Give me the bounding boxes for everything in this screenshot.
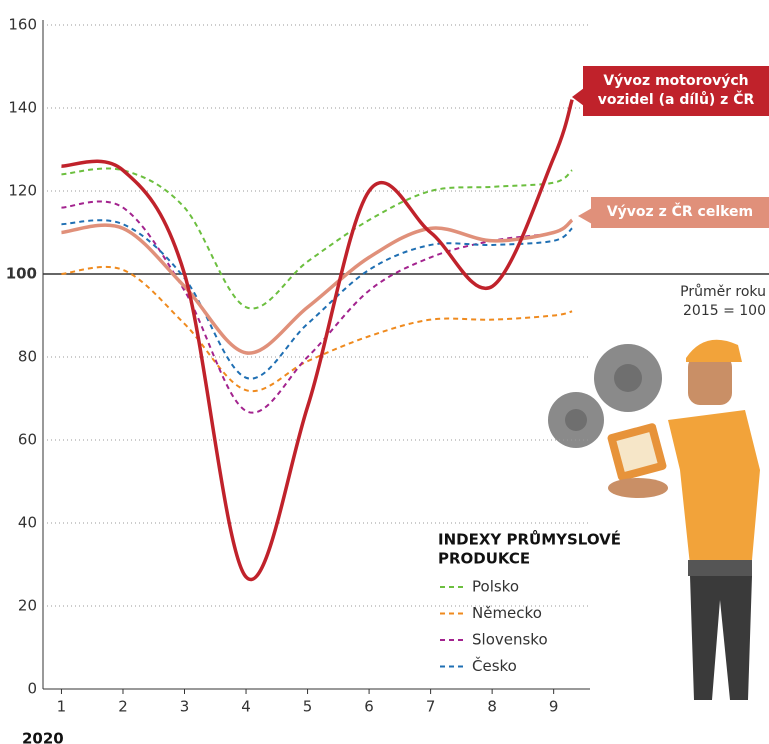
legend-title: INDEXY PRŮMYSLOVÉ: [438, 529, 621, 549]
legend-label: Slovensko: [472, 631, 548, 649]
x-tick-label: 4: [241, 698, 251, 716]
x-axis-label: 2020: [22, 730, 64, 744]
y-tick-label: 100: [6, 265, 37, 283]
x-tick-label: 8: [487, 698, 497, 716]
legend-label: Česko: [472, 656, 517, 675]
y-tick-label: 80: [18, 348, 37, 366]
reference-label: Průměr roku: [680, 284, 766, 300]
y-tick-label: 20: [18, 597, 37, 615]
legend-label: Německo: [472, 604, 542, 622]
y-tick-label: 60: [18, 431, 37, 449]
y-tick-label: 0: [27, 680, 37, 698]
x-tick-label: 1: [57, 698, 67, 716]
callout-pointer: [572, 88, 584, 106]
x-tick-label: 7: [426, 698, 436, 716]
illustration: [548, 339, 760, 700]
x-tick-label: 6: [364, 698, 374, 716]
series-line: [61, 218, 574, 355]
callout-pointer: [578, 208, 592, 224]
series-line: [61, 99, 574, 582]
y-tick-label: 120: [8, 182, 37, 200]
x-tick-label: 5: [303, 698, 313, 716]
y-tick-label: 160: [8, 16, 37, 34]
plot: 0 20 40 60 80 100 120 140 160 1 2 3 4 5 6 7 8 9 Průměr rok…: [6, 16, 769, 716]
callout: Vývoz z ČR celkem: [591, 197, 769, 228]
reference-label: 2015 = 100: [683, 303, 766, 319]
series-line: [61, 219, 573, 380]
legend-label: Polsko: [472, 578, 519, 596]
y-tick-label: 40: [18, 514, 37, 532]
callout: Vývoz motorových vozidel (a dílů) z ČR: [583, 66, 769, 116]
series-line: [61, 167, 573, 310]
x-tick-label: 2: [118, 698, 128, 716]
x-tick-label: 9: [549, 698, 559, 716]
series-line: [61, 200, 573, 414]
y-tick-label: 140: [8, 99, 37, 117]
legend-title: PRODUKCE: [438, 550, 530, 568]
x-tick-label: 3: [180, 698, 190, 716]
series-line: [61, 265, 573, 393]
